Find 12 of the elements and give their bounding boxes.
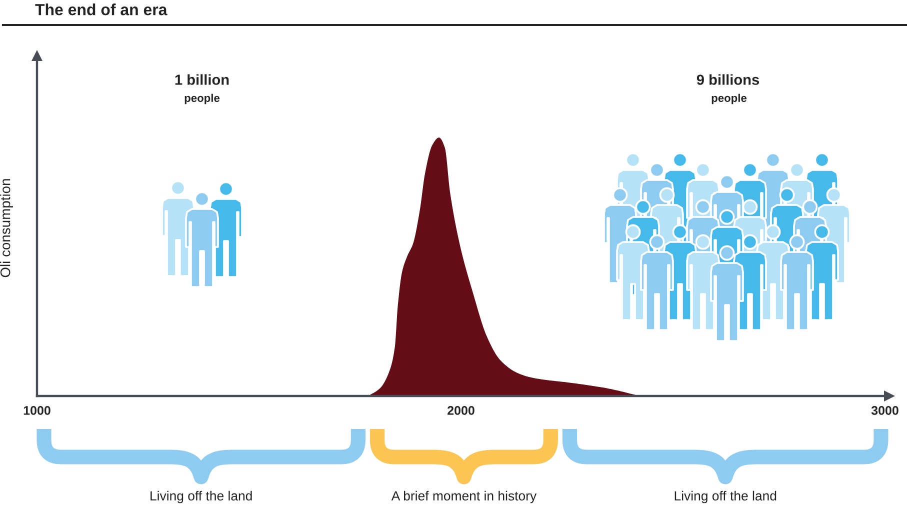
text: Living off the land	[674, 490, 776, 504]
chart-title: The end of an era	[35, 4, 168, 16]
x-tick-label: 3000	[871, 406, 898, 415]
x-tick-label: 1000	[24, 406, 50, 415]
text: 9 billions	[696, 74, 760, 85]
text: people	[712, 94, 747, 104]
text: 1 billion	[175, 74, 229, 85]
x-tick-label: 2000	[448, 406, 474, 415]
text: A brief moment in history	[391, 490, 537, 504]
text: Living off the land	[150, 490, 252, 504]
y-axis-title: Oli consumption	[0, 179, 13, 278]
text: people	[184, 94, 220, 104]
